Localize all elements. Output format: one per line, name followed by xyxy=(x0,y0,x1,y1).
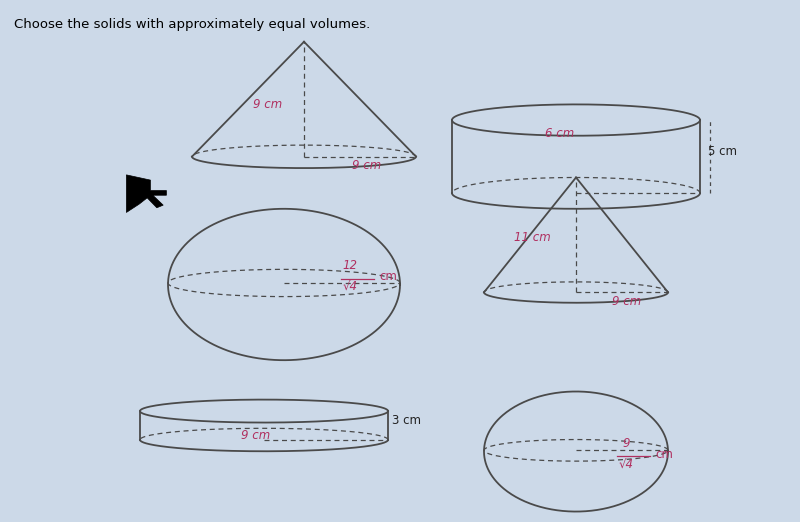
Text: 5 cm: 5 cm xyxy=(708,145,737,158)
Text: √4: √4 xyxy=(619,458,634,471)
Text: cm: cm xyxy=(379,270,397,283)
Text: 9 cm: 9 cm xyxy=(242,430,270,442)
Text: 12: 12 xyxy=(343,259,358,272)
Text: √4: √4 xyxy=(343,281,358,294)
Text: 9 cm: 9 cm xyxy=(352,160,382,172)
Text: 3 cm: 3 cm xyxy=(392,414,421,426)
Text: 6 cm: 6 cm xyxy=(546,127,574,139)
Text: 9 cm: 9 cm xyxy=(254,98,282,111)
Text: Choose the solids with approximately equal volumes.: Choose the solids with approximately equ… xyxy=(14,18,370,31)
Text: 9: 9 xyxy=(622,437,630,450)
Polygon shape xyxy=(126,175,166,212)
Text: 11 cm: 11 cm xyxy=(514,231,550,244)
Text: cm: cm xyxy=(655,448,673,460)
Text: 9 cm: 9 cm xyxy=(612,295,642,308)
